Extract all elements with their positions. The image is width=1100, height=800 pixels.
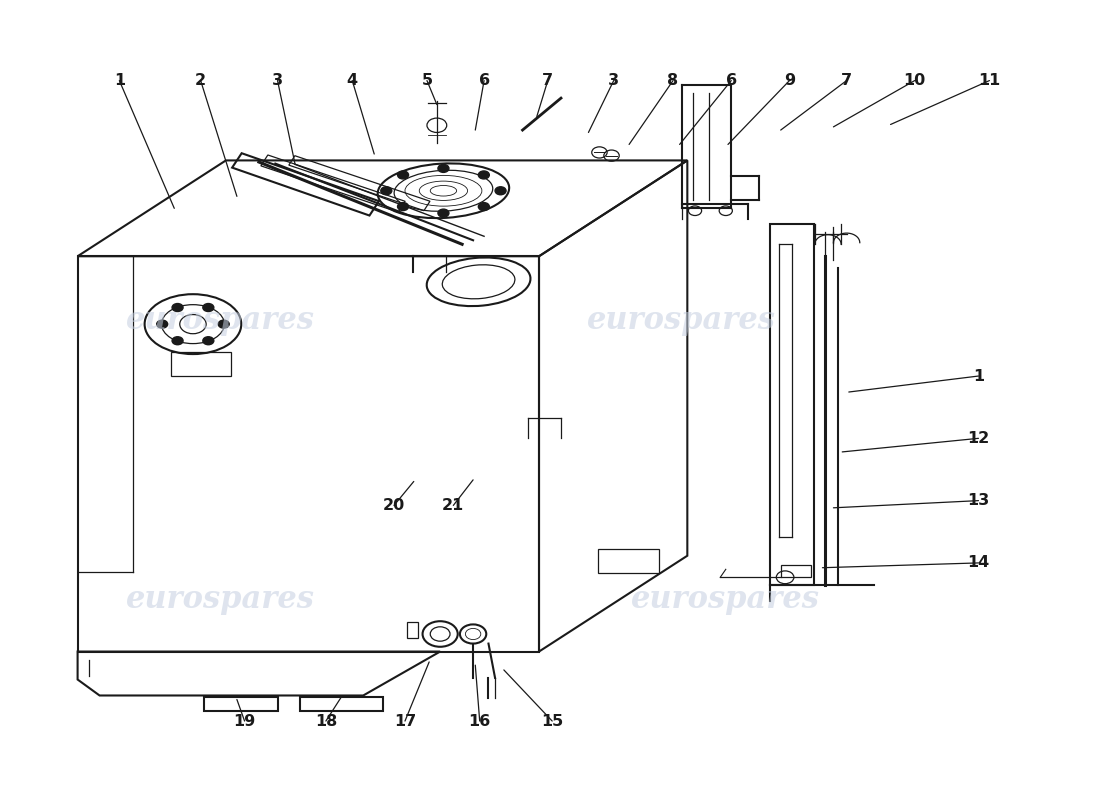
Circle shape: [438, 165, 449, 172]
Text: 17: 17: [394, 714, 416, 729]
Text: 16: 16: [469, 714, 491, 729]
Text: 7: 7: [842, 73, 852, 88]
Circle shape: [478, 202, 490, 210]
Text: 6: 6: [478, 73, 490, 88]
Bar: [170, 352, 231, 376]
Bar: [781, 565, 812, 578]
Text: 13: 13: [967, 493, 990, 508]
Text: 2: 2: [195, 73, 206, 88]
Text: 7: 7: [542, 73, 553, 88]
Text: eurospares: eurospares: [631, 584, 821, 615]
Text: 3: 3: [608, 73, 619, 88]
Circle shape: [218, 320, 229, 328]
Text: 6: 6: [726, 73, 737, 88]
Text: 14: 14: [967, 555, 990, 570]
Text: 1: 1: [113, 73, 125, 88]
Text: eurospares: eurospares: [126, 584, 315, 615]
Circle shape: [172, 303, 183, 311]
Text: 5: 5: [421, 73, 432, 88]
Text: 21: 21: [442, 498, 464, 513]
Circle shape: [478, 171, 490, 179]
Text: 10: 10: [903, 73, 926, 88]
Text: 20: 20: [383, 498, 405, 513]
Text: 4: 4: [346, 73, 358, 88]
Text: 8: 8: [668, 73, 679, 88]
Text: 15: 15: [541, 714, 563, 729]
Bar: [598, 550, 659, 574]
Circle shape: [202, 337, 213, 345]
Text: eurospares: eurospares: [587, 305, 777, 336]
Circle shape: [156, 320, 167, 328]
Text: 9: 9: [784, 73, 795, 88]
Text: eurospares: eurospares: [126, 305, 315, 336]
Text: 11: 11: [978, 73, 1001, 88]
Circle shape: [381, 186, 392, 194]
Bar: [407, 622, 418, 638]
Circle shape: [202, 303, 213, 311]
Circle shape: [172, 337, 183, 345]
Text: 1: 1: [972, 369, 984, 383]
Text: 3: 3: [272, 73, 283, 88]
Circle shape: [495, 186, 506, 194]
Circle shape: [438, 209, 449, 217]
Text: 19: 19: [233, 714, 255, 729]
Circle shape: [397, 202, 408, 210]
Text: 12: 12: [967, 431, 990, 446]
Circle shape: [397, 171, 408, 179]
Text: 18: 18: [315, 714, 337, 729]
